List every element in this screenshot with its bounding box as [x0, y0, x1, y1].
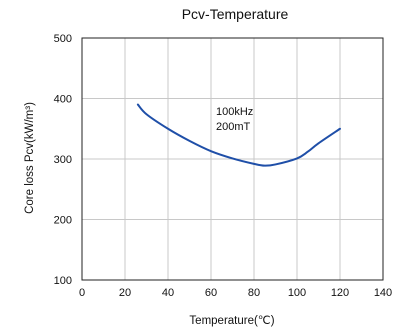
data-point — [264, 165, 266, 167]
y-axis-label: Core loss Pcv(kW/m³) — [24, 102, 36, 214]
data-point — [137, 103, 139, 106]
plot-frame — [81, 37, 384, 281]
data-point — [167, 128, 169, 130]
x-tick-label: 0 — [79, 287, 85, 299]
y-tick-label: 200 — [54, 215, 72, 227]
annotation-flux-density: 200mT — [216, 121, 251, 133]
x-tick-label: 80 — [248, 287, 260, 299]
data-point — [145, 113, 148, 115]
y-tick-label: 300 — [54, 154, 72, 166]
y-tick-label: 100 — [54, 275, 72, 287]
x-tick-label: 100 — [288, 287, 306, 299]
x-axis-label: Temperature(℃) — [189, 315, 274, 327]
y-tick-label: 500 — [54, 33, 72, 45]
tick-labels: 0 20 40 60 80 100 120 140 100 200 300 400 500 — [54, 33, 393, 299]
x-tick-label: 40 — [162, 287, 174, 299]
data-point — [188, 140, 191, 142]
x-tick-label: 120 — [331, 287, 349, 299]
annotation-frequency: 100kHz — [216, 106, 253, 118]
series-layer — [136, 103, 341, 167]
x-tick-label: 20 — [119, 287, 131, 299]
chart-title: Pcv-Temperature — [182, 6, 289, 22]
data-point — [339, 128, 341, 130]
data-point — [210, 150, 212, 152]
data-point — [253, 163, 255, 165]
data-point — [307, 151, 309, 153]
x-tick-label: 60 — [205, 287, 217, 299]
y-tick-label: 400 — [54, 94, 72, 106]
x-tick-label: 140 — [374, 287, 392, 299]
data-point — [231, 157, 234, 159]
data-point — [274, 163, 277, 166]
data-point — [296, 157, 298, 159]
data-point — [317, 142, 320, 144]
